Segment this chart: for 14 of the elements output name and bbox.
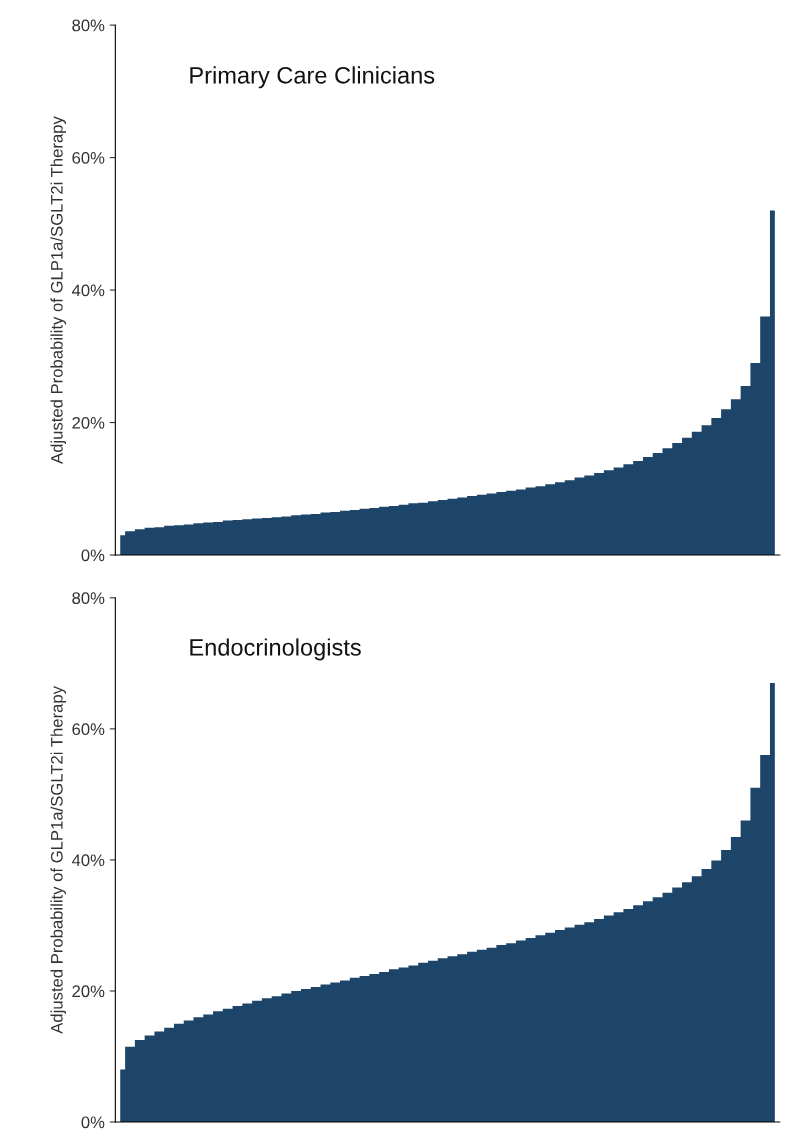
- text: Endocrinologists: [190, 638, 361, 661]
- y-tick-label: 60%: [72, 152, 105, 164]
- text: Primary Care Clinicians: [190, 66, 435, 89]
- y-tick-label: 0%: [81, 1116, 105, 1129]
- y-axis-title: Adjusted Probability of GLP1a/SGLT2i Therapy: [50, 686, 67, 1034]
- y-tick-label: 0%: [81, 549, 105, 562]
- y-tick-label: 20%: [72, 416, 105, 429]
- y-tick-label: 20%: [72, 985, 105, 998]
- y-tick-label: 40%: [71, 854, 105, 867]
- y-tick-label: 40%: [71, 284, 105, 297]
- y-axis-title: Adjusted Probability of GLP1a/SGLT2i Therapy: [50, 116, 67, 464]
- y-tick-label: 80%: [72, 19, 105, 32]
- y-tick-label: 80%: [72, 592, 105, 605]
- y-tick-label: 60%: [72, 723, 105, 736]
